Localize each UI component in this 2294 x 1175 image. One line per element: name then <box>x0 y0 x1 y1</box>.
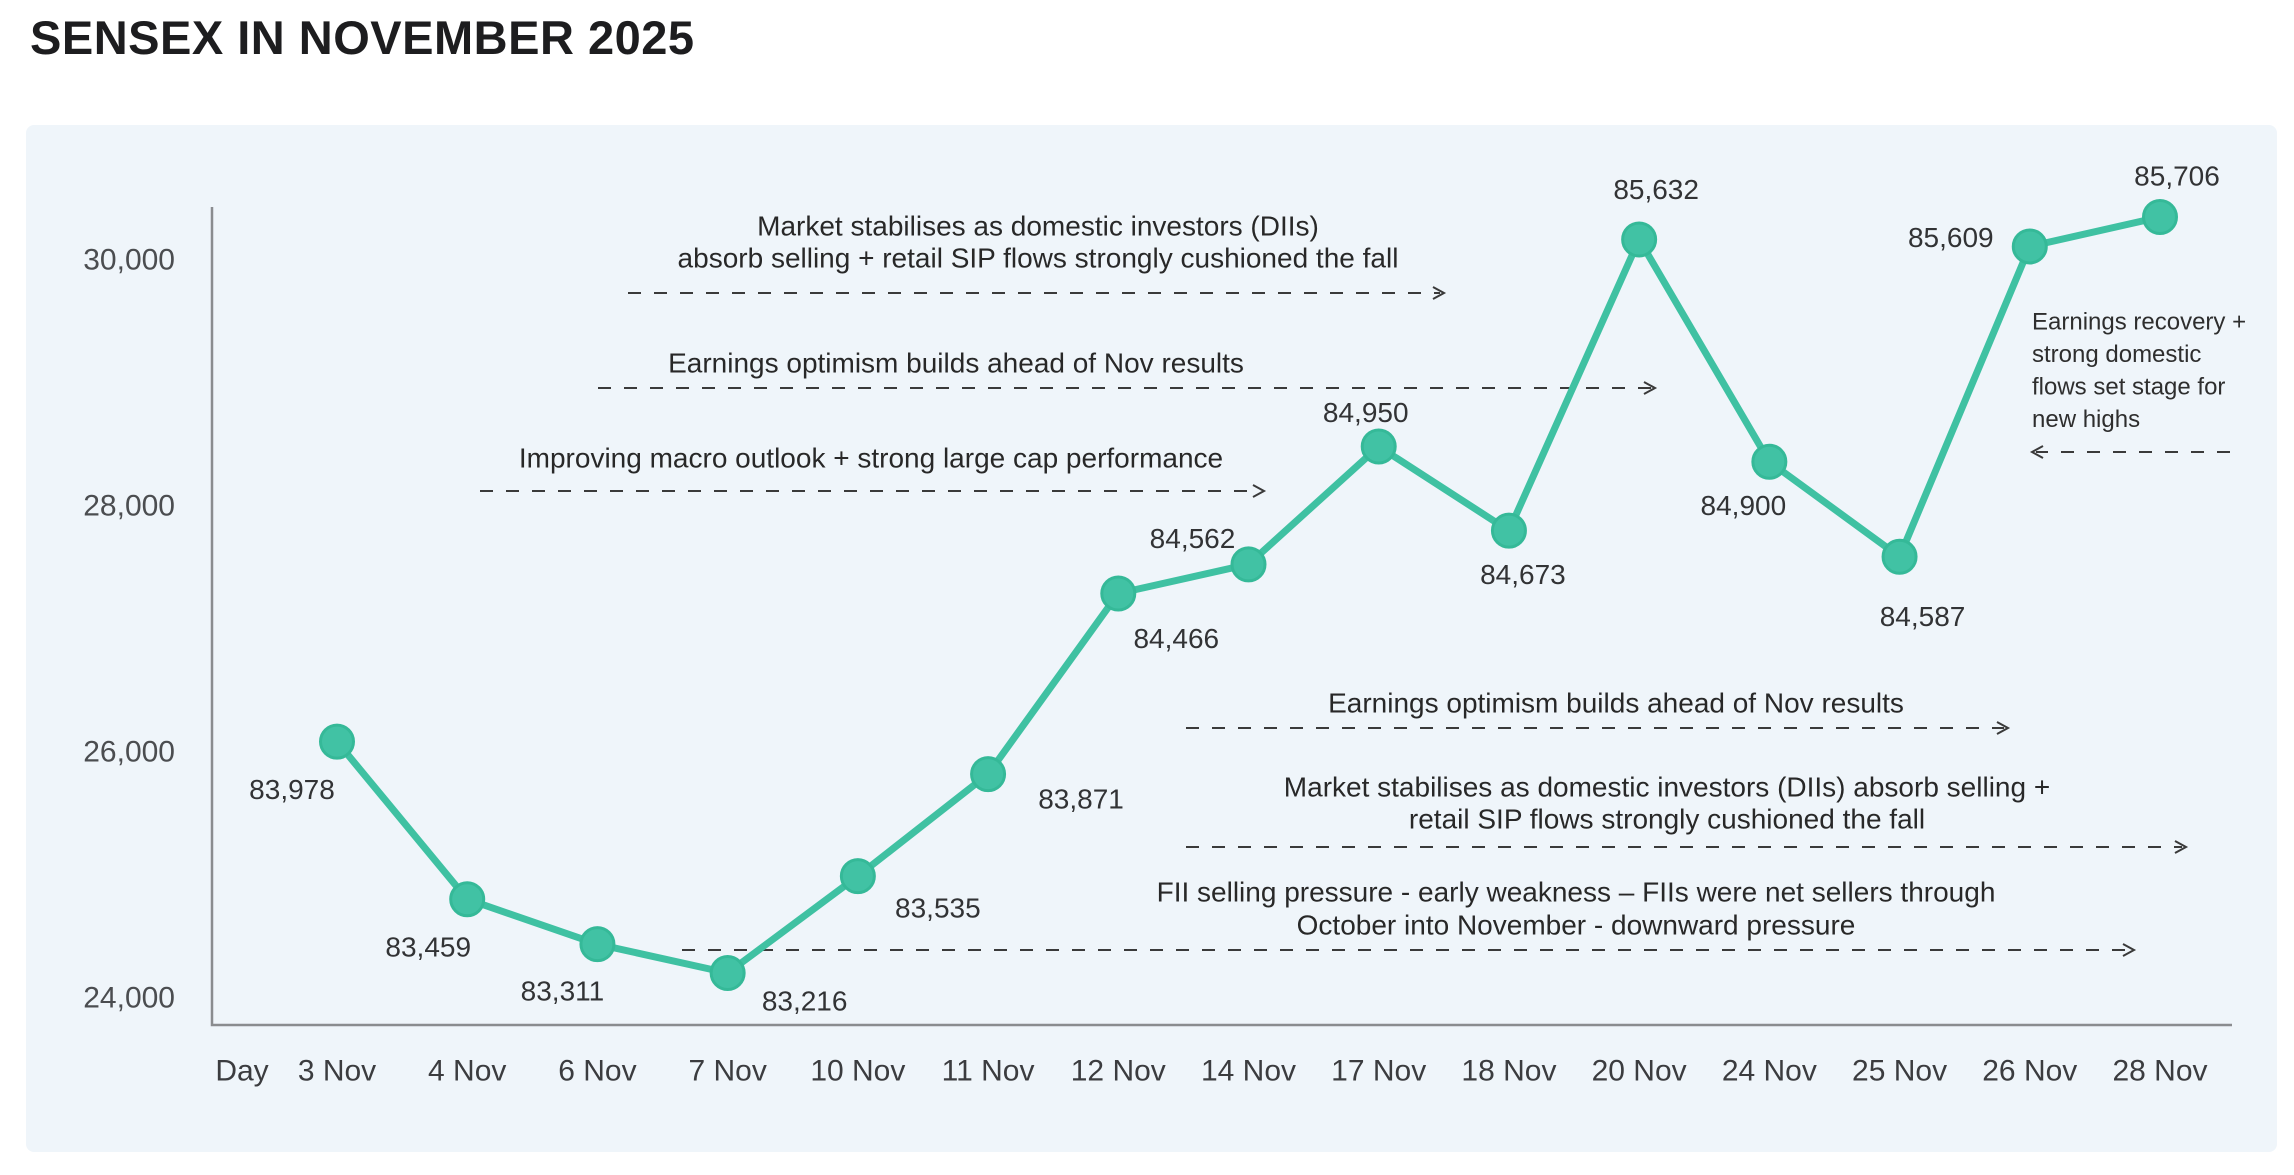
data-point-3-nov <box>319 723 355 760</box>
annotation-text: Earnings optimism builds ahead of Nov re… <box>668 348 1244 379</box>
annotation-text: strong domestic <box>2032 341 2201 368</box>
data-point-28-nov <box>2141 199 2178 235</box>
annotation-text: Earnings optimism builds ahead of Nov re… <box>1328 688 1904 719</box>
annotation-text: October into November - downward pressur… <box>1297 910 1856 941</box>
annotation-improving-macro: Improving macro outlook + strong large c… <box>480 443 1267 498</box>
x-tick-label: 17 Nov <box>1331 1055 1426 1088</box>
annotation-text: flows set stage for <box>2032 374 2225 401</box>
data-point-6-nov <box>579 926 616 963</box>
value-label: 84,466 <box>1133 623 1219 654</box>
x-tick-label: 28 Nov <box>2112 1055 2207 1088</box>
annotation-earnings-optimism-lower: Earnings optimism builds ahead of Nov re… <box>1186 688 2011 735</box>
annotation-text: FII selling pressure - early weakness – … <box>1157 877 1996 908</box>
y-tick-label: 26,000 <box>83 736 175 769</box>
data-point-14-nov <box>1230 546 1267 583</box>
x-axis-day-label: Day <box>215 1055 268 1088</box>
x-tick-label: 18 Nov <box>1461 1055 1556 1088</box>
annotation-earnings-recovery-right: Earnings recovery + strong domestic flows … <box>2029 309 2246 459</box>
y-tick-label: 24,000 <box>83 982 175 1015</box>
annotations: Market stabilises as domestic investors … <box>480 211 2246 957</box>
value-label: 85,609 <box>1908 222 1994 253</box>
data-point-26-nov <box>2011 228 2048 265</box>
data-point-11-nov <box>970 756 1007 793</box>
x-tick-label: 3 Nov <box>298 1055 376 1088</box>
annotation-market-stabilises-lower: Market stabilises as domestic investors … <box>1186 772 2189 854</box>
x-tick-label: 24 Nov <box>1722 1055 1817 1088</box>
annotation-arrowhead <box>1432 286 1447 300</box>
annotation-text: retail SIP flows strongly cushioned the … <box>1409 804 1925 835</box>
x-tick-label: 26 Nov <box>1982 1055 2077 1088</box>
axes <box>210 207 2232 1027</box>
annotation-arrowhead <box>1252 484 1267 498</box>
x-axis-labels: Day 3 Nov 4 Nov 6 Nov 7 Nov 10 Nov 11 Nov 12 No… <box>215 1055 2207 1088</box>
data-points: 83,978 83,459 83,311 83,216 83,535 83,871 84,4… <box>249 161 2220 1017</box>
annotation-arrowhead <box>1643 381 1658 395</box>
value-label: 83,978 <box>249 774 335 805</box>
data-point-17-nov <box>1360 428 1397 465</box>
value-label: 85,706 <box>2134 161 2220 192</box>
page-title: SENSEX IN NOVEMBER 2025 <box>30 11 695 64</box>
annotation-text: new highs <box>2032 406 2140 433</box>
y-tick-label: 30,000 <box>83 244 175 277</box>
annotation-arrowhead <box>1996 721 2011 735</box>
data-point-7-nov <box>709 955 746 991</box>
value-label: 83,216 <box>762 986 848 1017</box>
data-point-12-nov <box>1100 575 1137 612</box>
annotation-fii-selling-pressure: FII selling pressure - early weakness – … <box>682 877 2137 957</box>
data-point-10-nov <box>839 858 876 895</box>
x-tick-label: 25 Nov <box>1852 1055 1947 1088</box>
annotation-text: Earnings recovery + <box>2032 309 2246 336</box>
value-label: 84,673 <box>1480 559 1566 590</box>
data-point-24-nov <box>1751 443 1788 480</box>
value-label: 84,900 <box>1701 490 1787 521</box>
value-label: 83,535 <box>895 893 981 924</box>
data-point-25-nov <box>1881 538 1918 575</box>
x-tick-label: 20 Nov <box>1592 1055 1687 1088</box>
annotation-text: Market stabilises as domestic investors … <box>1284 772 2050 803</box>
sensex-series-line <box>333 213 2164 977</box>
annotation-text: Market stabilises as domestic investors … <box>757 211 1319 242</box>
x-tick-label: 4 Nov <box>428 1055 506 1088</box>
data-point-4-nov <box>449 881 486 918</box>
axis-lines <box>210 207 2232 1027</box>
data-point-20-nov <box>1621 221 1658 258</box>
x-tick-label: 14 Nov <box>1201 1055 1296 1088</box>
value-label: 83,459 <box>385 932 471 963</box>
value-label: 84,950 <box>1323 397 1409 428</box>
x-tick-label: 12 Nov <box>1071 1055 1166 1088</box>
x-tick-label: 7 Nov <box>688 1055 766 1088</box>
value-label: 83,871 <box>1038 784 1124 815</box>
data-point-18-nov <box>1490 512 1527 549</box>
value-label: 84,587 <box>1880 601 1966 632</box>
annotation-arrowhead <box>2029 445 2044 459</box>
chart-panel <box>26 125 2277 1152</box>
annotation-market-stabilises-top: Market stabilises as domestic investors … <box>628 211 1447 300</box>
y-tick-label: 28,000 <box>83 490 175 523</box>
value-label: 83,311 <box>521 976 605 1007</box>
value-label: 85,632 <box>1613 174 1699 205</box>
annotation-arrowhead <box>2122 943 2137 957</box>
annotation-text: absorb selling + retail SIP flows strong… <box>678 243 1399 274</box>
value-label: 84,562 <box>1150 523 1236 554</box>
x-tick-label: 10 Nov <box>810 1055 905 1088</box>
annotation-arrowhead <box>2174 840 2189 854</box>
x-tick-label: 6 Nov <box>558 1055 636 1088</box>
annotation-earnings-optimism-top: Earnings optimism builds ahead of Nov re… <box>598 348 1658 395</box>
annotation-text: Improving macro outlook + strong large c… <box>519 443 1223 474</box>
y-axis-tick-labels: 30,000 28,000 26,000 24,000 <box>83 244 175 1015</box>
x-tick-label: 11 Nov <box>942 1055 1035 1088</box>
